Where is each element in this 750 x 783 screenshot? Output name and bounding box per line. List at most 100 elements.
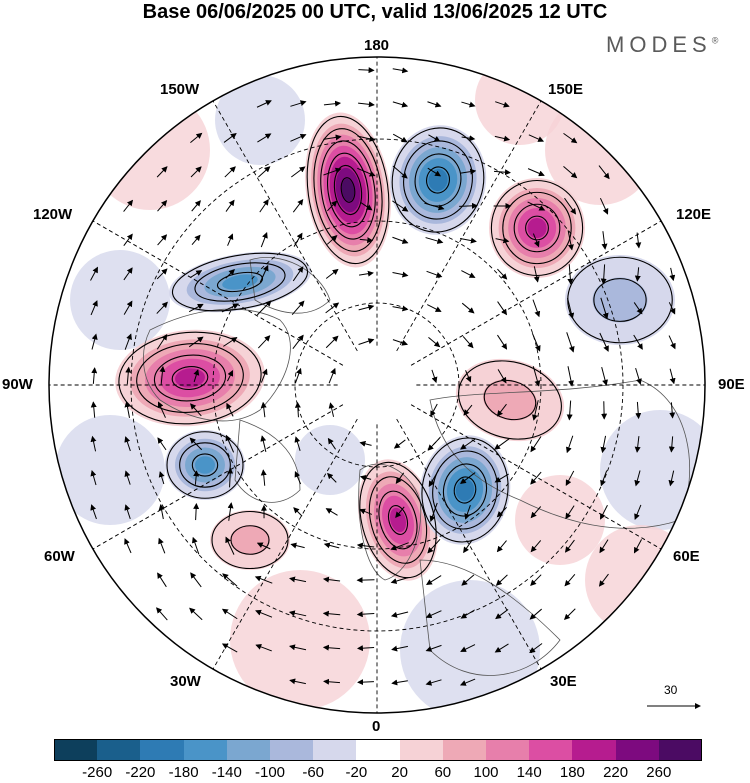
lon-label-60w: 60W [44,548,75,565]
wind-arrow [563,132,578,144]
wind-arrow [257,335,271,349]
wind-arrow [531,333,541,352]
contour-line [118,331,262,425]
colorbar-tick-label: -20 [345,764,368,781]
contour-line [194,262,286,302]
wind-arrow [600,504,608,520]
wind-arrow [463,404,473,416]
wind-arrow [565,470,575,486]
wind-arrow [358,101,375,108]
wind-arrow [221,643,238,653]
wind-arrow [360,201,373,211]
wind-arrow [496,540,507,553]
colorbar-box [270,739,314,761]
wind-arrow [392,67,409,74]
anomaly-center [168,251,312,313]
wind-arrow [426,270,443,278]
wind-arrow [392,165,408,179]
wind-arrow [599,332,609,352]
wind-arrow [289,644,307,651]
wind-arrow [495,574,508,586]
wind-arrow [392,339,409,346]
wind-arrow [357,135,376,142]
wind-arrow [459,202,478,209]
wind-arrow [325,268,339,279]
wind-arrow [598,573,609,587]
contour-line [525,215,549,241]
contour-line [191,453,219,477]
wind-arrow [189,437,203,451]
wind-arrow [188,336,204,348]
wind-arrow [494,438,510,450]
wind-arrow [157,401,166,418]
wind-arrow [291,166,306,178]
wind-arrow [356,542,375,549]
wind-arrow [431,369,438,384]
wind-arrow [156,268,168,280]
wind-arrow [323,100,342,107]
wind-arrow [157,234,168,246]
colorbar-box [183,739,227,761]
contour-line [502,191,572,265]
wind-arrow [259,199,269,213]
wind-arrow [325,508,338,516]
wind-arrow [292,266,304,282]
colorbar-box [54,739,98,761]
wind-arrow [460,438,476,450]
anomaly-patch [475,57,565,145]
colorbar-tick-label: -60 [302,764,325,781]
wind-arrow [567,366,574,387]
wind-arrow [600,297,609,320]
wind-arrow [90,504,97,520]
contour-line [453,476,477,504]
contour-line [378,490,418,550]
wind-arrow [325,335,339,349]
wind-arrow [464,505,471,520]
pole-area [332,345,422,435]
colorbar-box [140,739,184,761]
wind-arrow [294,436,301,451]
wind-arrow [392,133,408,143]
wind-arrow [359,508,373,515]
wind-arrow [598,165,610,180]
wind-arrow [601,231,608,250]
wind-arrow [325,302,340,314]
contour-line [166,431,244,499]
wind-arrow [356,611,375,618]
anomaly-shade-ring [455,479,475,501]
wind-arrow [530,436,542,453]
anomaly-patch [55,415,165,525]
wind-arrow [260,368,268,383]
contour-line [313,128,383,252]
contour-line [490,179,584,277]
wind-arrow [158,537,166,554]
wind-arrow [225,536,235,555]
contour-line [593,278,647,322]
latitude-circle [212,220,542,550]
wind-arrow [530,540,542,553]
anomaly-shade-ring [482,379,538,421]
coastline [358,463,422,581]
contour-group [490,179,584,277]
wind-arrow [91,367,98,384]
wind-arrow [427,538,441,554]
height-contours [118,115,673,579]
wind-arrow [427,437,441,451]
wind-arrow [462,336,474,349]
wind-arrow [390,611,409,618]
wind-arrow [292,198,304,213]
anomaly-patch [230,570,370,710]
wind-arrow [495,101,510,108]
wind-arrow [633,334,643,350]
wind-arrow [635,401,642,420]
wind-arrow [427,101,442,108]
wind-arrow [533,266,540,283]
wind-arrow [635,367,642,385]
wind-arrow [633,539,642,554]
wind-arrow [393,439,406,449]
contour-line [320,140,376,240]
wind-arrow [323,167,342,176]
wind-arrow [327,437,336,450]
wind-arrow [255,609,273,618]
anomaly-center [419,435,511,545]
